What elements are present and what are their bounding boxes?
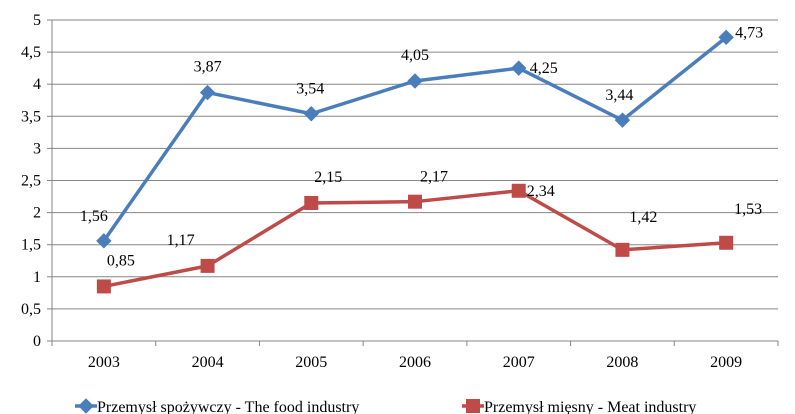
data-point-marker <box>201 259 215 273</box>
data-label: 1,56 <box>80 208 108 225</box>
data-labels: 1,56 3,87 3,54 4,05 4,25 3,44 4,73 0,85 1,17 2,15… <box>80 24 763 269</box>
series-group <box>97 30 733 293</box>
data-point-marker <box>615 243 629 257</box>
legend-marker <box>79 399 93 413</box>
y-tick-label: 2 <box>33 205 41 222</box>
data-label: 2,17 <box>420 169 448 186</box>
data-label: 0,85 <box>107 252 135 269</box>
data-point-marker <box>512 61 526 75</box>
x-tick-label: 2004 <box>192 354 224 371</box>
legend: Przemysł spożywczy - The food industry Pr… <box>75 399 696 414</box>
y-tick-label: 1,5 <box>21 237 41 254</box>
legend-item: Przemysł mięsny - Meat industry <box>462 399 696 414</box>
data-label: 3,44 <box>605 87 633 104</box>
x-axis-ticks: 2003 2004 2005 2006 2007 2008 2009 <box>52 341 778 371</box>
data-point-marker <box>304 107 318 121</box>
y-tick-label: 2,5 <box>21 173 41 190</box>
legend-marker <box>466 399 480 413</box>
y-axis-ticks: 0 0,5 1 1,5 2 2,5 3 3,5 4 4,5 5 <box>21 12 52 350</box>
x-tick-label: 2006 <box>399 354 431 371</box>
data-point-marker <box>512 184 526 198</box>
x-tick-label: 2003 <box>88 354 120 371</box>
data-label: 2,15 <box>314 169 342 186</box>
y-tick-label: 0,5 <box>21 301 41 318</box>
legend-label: Przemysł mięsny - Meat industry <box>484 399 696 414</box>
y-tick-label: 1 <box>33 269 41 286</box>
data-point-marker <box>304 196 318 210</box>
data-point-marker <box>97 279 111 293</box>
data-point-marker <box>719 236 733 250</box>
y-tick-label: 4 <box>33 76 41 93</box>
x-tick-label: 2009 <box>710 354 742 371</box>
data-label: 1,53 <box>734 201 762 218</box>
data-label: 4,73 <box>735 24 763 41</box>
data-label: 1,42 <box>629 209 657 226</box>
y-tick-label: 0 <box>33 333 41 350</box>
legend-label: Przemysł spożywczy - The food industry <box>97 399 359 414</box>
data-label: 2,34 <box>527 183 555 200</box>
x-tick-label: 2005 <box>295 354 327 371</box>
x-tick-label: 2008 <box>606 354 638 371</box>
data-label: 1,17 <box>167 232 195 249</box>
data-point-marker <box>408 195 422 209</box>
x-tick-label: 2007 <box>503 354 535 371</box>
data-label: 4,05 <box>401 47 429 64</box>
y-tick-label: 3,5 <box>21 108 41 125</box>
data-label: 3,87 <box>194 59 222 76</box>
y-tick-label: 4,5 <box>21 44 41 61</box>
y-tick-label: 5 <box>33 12 41 29</box>
data-label: 3,54 <box>296 81 324 98</box>
y-tick-label: 3 <box>33 140 41 157</box>
legend-item: Przemysł spożywczy - The food industry <box>75 399 359 414</box>
data-label: 4,25 <box>530 60 558 77</box>
data-point-marker <box>408 74 422 88</box>
